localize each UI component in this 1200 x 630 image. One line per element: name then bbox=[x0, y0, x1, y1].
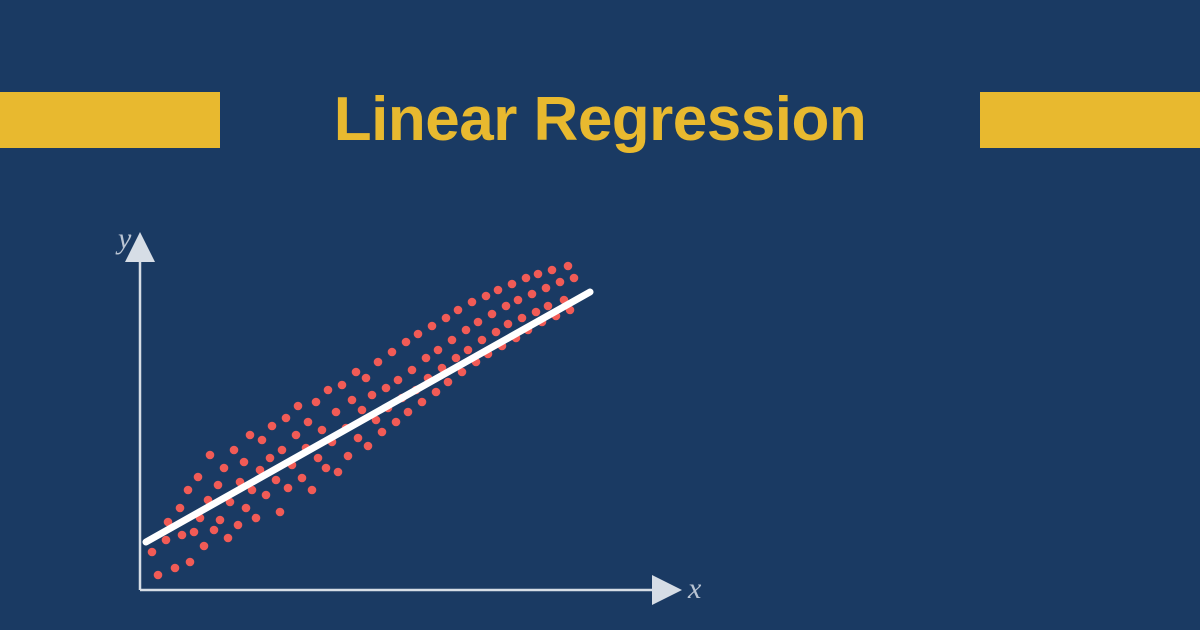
title-band-right bbox=[980, 92, 1200, 148]
regression-line bbox=[146, 292, 590, 542]
infographic-canvas: Linear Regression yx bbox=[0, 0, 1200, 630]
y-axis-label: y bbox=[115, 230, 132, 255]
x-axis-label: x bbox=[687, 572, 702, 605]
title-text: Linear Regression bbox=[316, 89, 884, 151]
title-band-left bbox=[0, 92, 220, 148]
regression-chart: yx bbox=[70, 230, 710, 620]
title-band: Linear Regression bbox=[0, 92, 1200, 148]
